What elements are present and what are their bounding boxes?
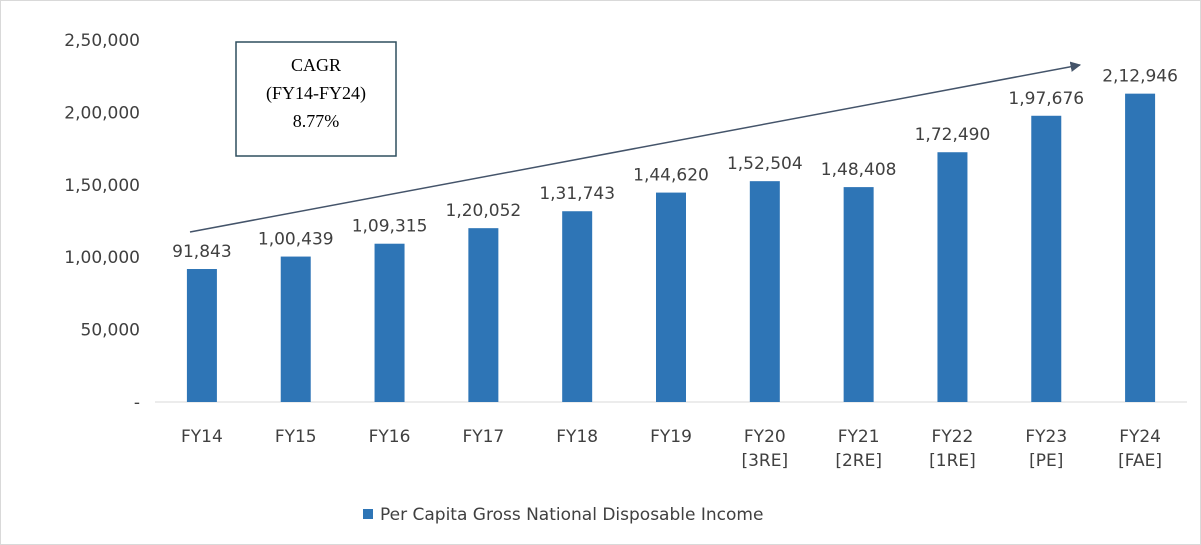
x-tick-label: FY23 [PE] — [1025, 427, 1067, 471]
y-tick-label: - — [134, 393, 140, 413]
bar — [186, 269, 217, 402]
bar — [1125, 93, 1156, 403]
data-label: 1,97,676 — [1008, 89, 1084, 109]
y-tick-label: 50,000 — [81, 321, 140, 341]
x-tick-label: FY24 [FAE] — [1118, 427, 1162, 471]
annotation: (FY14-FY24) — [266, 83, 366, 104]
y-tick-label: 1,00,000 — [64, 248, 140, 268]
bar — [562, 211, 593, 402]
data-label: 1,20,052 — [446, 201, 522, 221]
bar — [280, 256, 311, 402]
data-label: 91,843 — [172, 242, 231, 262]
bar — [656, 192, 686, 402]
x-tick-label: FY18 — [556, 427, 598, 447]
x-tick-label: FY17 — [462, 427, 504, 447]
data-label: 1,31,743 — [539, 184, 615, 204]
y-tick-label: 1,50,000 — [64, 176, 140, 196]
cagr-box — [235, 41, 397, 157]
legend-swatch — [363, 509, 373, 519]
x-tick-label: FY14 — [181, 427, 223, 447]
x-tick-label: FY19 — [650, 427, 692, 447]
data-label: 1,00,439 — [258, 230, 334, 250]
bar — [843, 187, 874, 402]
bar — [937, 152, 968, 402]
y-tick-label: 2,00,000 — [64, 103, 140, 123]
x-tick-label: FY15 — [275, 427, 317, 447]
data-label: 1,52,504 — [727, 154, 803, 174]
x-tick-label: FY21 [2RE] — [835, 427, 882, 471]
data-label: 1,44,620 — [633, 166, 709, 186]
data-label: 1,48,408 — [821, 160, 897, 180]
legend-label: Per Capita Gross National Disposable Inc… — [380, 505, 763, 525]
annotation: 8.77% — [293, 111, 340, 131]
bar — [749, 181, 780, 402]
x-tick-label: FY22 [1RE] — [929, 427, 976, 471]
x-tick-label: FY16 — [369, 427, 411, 447]
y-tick-label: 2,50,000 — [64, 31, 140, 51]
annotation: CAGR — [291, 55, 341, 75]
data-label: 1,09,315 — [352, 217, 428, 237]
data-label: 2,12,946 — [1102, 67, 1178, 87]
trend-arrow — [189, 61, 1082, 233]
bar — [468, 228, 499, 402]
data-label: 1,72,490 — [915, 125, 991, 145]
bar — [1031, 115, 1062, 403]
x-tick-label: FY20 [3RE] — [741, 427, 788, 471]
bar — [374, 243, 405, 402]
